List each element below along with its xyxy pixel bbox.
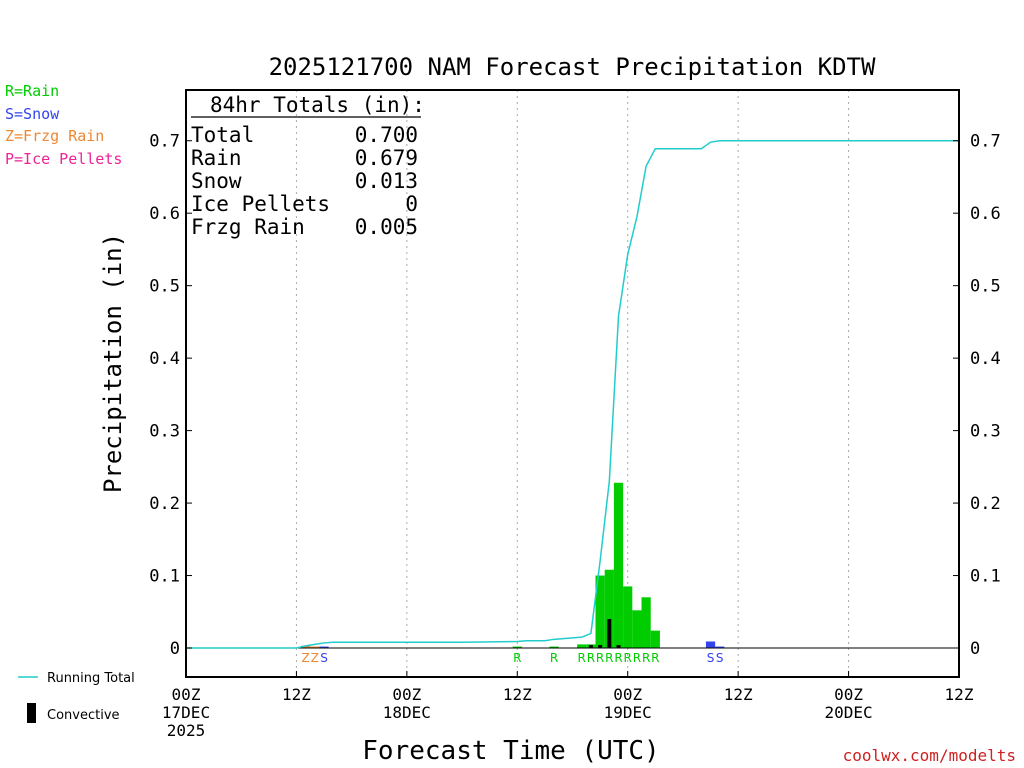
chart-title: 2025121700 NAM Forecast Precipitation KD… (269, 53, 876, 81)
series-legend: Running Total Convective (18, 671, 135, 723)
precip-type-code: S (716, 651, 724, 665)
precip-type-code: R (550, 651, 558, 665)
y-axis-label: Precipitation (in) (99, 233, 127, 493)
totals-row-value: 0.013 (355, 169, 418, 193)
x-tick-label: 12Z (945, 685, 974, 704)
y-axis-ticks: 0 0 0.1 0.1 0.2 0.2 0.3 0.3 0.4 0.4 0.5 0.5 0.6 0.6 0.… (149, 132, 1000, 659)
precip-bar (301, 645, 311, 649)
x-tick-label: 12Z (282, 685, 311, 704)
x-tick-label: 00Z (172, 685, 201, 704)
totals-row-label: Snow (191, 169, 242, 193)
x-tick-label: 17DEC (162, 703, 210, 722)
precip-type-code: S (320, 651, 328, 665)
convective-bar (607, 619, 612, 649)
x-tick-label: 12Z (724, 685, 753, 704)
precip-type-code: R (578, 651, 586, 665)
precip-type-code: R (596, 651, 604, 665)
precip-bar (595, 575, 605, 649)
precip-bar (623, 586, 633, 649)
precip-bar (641, 597, 651, 649)
y-tick-label-right: 0.5 (970, 277, 1001, 297)
precip-type-code: R (587, 651, 595, 665)
precip-bar (512, 646, 522, 649)
precip-type-code: Z (302, 651, 310, 665)
x-tick-label: 00Z (834, 685, 863, 704)
y-tick-label-right: 0 (970, 639, 980, 659)
totals-row-value: 0.005 (355, 215, 418, 239)
y-tick-label-left: 0.4 (149, 349, 180, 369)
totals-row-value: 0.700 (355, 123, 418, 147)
precip-bar (715, 646, 725, 649)
totals-row-label: Total (191, 123, 254, 147)
precip-bar (632, 610, 642, 649)
y-tick-label-left: 0.7 (149, 132, 180, 152)
x-tick-label: 00Z (613, 685, 642, 704)
precip-bar (310, 646, 320, 649)
x-tick-label: 19DEC (604, 703, 652, 722)
totals-rows: Total 0.700 Rain 0.679 Snow 0.013 Ice Pellets 0… (191, 123, 418, 239)
precip-bar (604, 569, 614, 649)
x-tick-label: 2025 (167, 721, 206, 740)
credit-link[interactable]: coolwx.com/modelts (843, 746, 1016, 765)
precip-type-legend: R=Rain S=Snow Z=Frzg Rain P=Ice Pellets (5, 82, 122, 168)
x-tick-label: 18DEC (383, 703, 431, 722)
totals-heading: 84hr Totals (in): (210, 93, 425, 117)
running-total-label: Running Total (47, 671, 135, 686)
totals-row-label: Rain (191, 146, 242, 170)
precip-type-code: S (707, 651, 715, 665)
precip-type-code: R (605, 651, 613, 665)
precip-type-code: R (513, 651, 521, 665)
convective-swatch (27, 703, 36, 723)
legend-frzg-rain: Z=Frzg Rain (5, 127, 104, 145)
precip-bar (705, 641, 716, 649)
convective-label: Convective (47, 708, 120, 723)
y-tick-label-right: 0.3 (970, 422, 1001, 442)
precip-type-code: R (624, 651, 632, 665)
legend-snow: S=Snow (5, 105, 60, 123)
convective-series (588, 619, 621, 649)
x-tick-label: 20DEC (824, 703, 872, 722)
totals-row-value: 0 (405, 192, 418, 216)
bar-series (301, 482, 725, 649)
y-tick-label-right: 0.7 (970, 132, 1001, 152)
totals-row-label: Frzg Rain (191, 215, 305, 239)
precip-type-code: R (642, 651, 650, 665)
precip-type-code: R (651, 651, 659, 665)
y-tick-label-right: 0.2 (970, 494, 1001, 514)
legend-ice-pellets: P=Ice Pellets (5, 150, 122, 168)
y-tick-label-right: 0.1 (970, 567, 1001, 587)
grid-lines (295, 90, 850, 677)
convective-bar (616, 645, 621, 649)
x-tick-label: 12Z (503, 685, 532, 704)
y-tick-label-right: 0.6 (970, 204, 1001, 224)
plot-frame (185, 89, 960, 678)
precip-bar (319, 646, 329, 649)
running-total-line (186, 139, 959, 649)
precip-type-code: R (614, 651, 622, 665)
precip-bar (650, 630, 660, 649)
y-tick-label-right: 0.4 (970, 349, 1001, 369)
y-tick-label-left: 0.1 (149, 567, 180, 587)
precip-type-code: R (633, 651, 641, 665)
y-tick-label-left: 0.3 (149, 422, 180, 442)
y-tick-label-left: 0.6 (149, 204, 180, 224)
totals-row-value: 0.679 (355, 146, 418, 170)
x-axis-label: Forecast Time (UTC) (362, 736, 659, 766)
y-tick-label-left: 0.5 (149, 277, 180, 297)
convective-bar (588, 645, 593, 649)
x-tick-label: 00Z (392, 685, 421, 704)
precip-bar (549, 646, 559, 649)
y-tick-label-left: 0.2 (149, 494, 180, 514)
convective-bar (598, 645, 603, 649)
legend-rain: R=Rain (5, 82, 59, 100)
precip-type-code: Z (311, 651, 319, 665)
precip-bar (613, 482, 624, 649)
totals-row-label: Ice Pellets (191, 192, 330, 216)
totals-box: 84hr Totals (in): Total 0.700 Rain 0.679 Sno… (191, 93, 425, 239)
precip-bar (577, 644, 587, 649)
y-tick-label-left: 0 (170, 639, 180, 659)
